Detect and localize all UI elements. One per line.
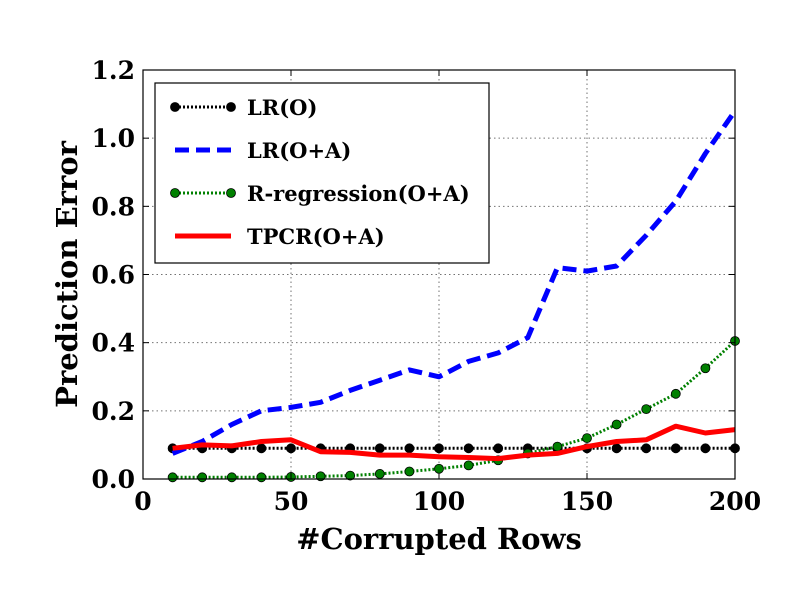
data-point-lr-o <box>463 443 474 454</box>
series-line-tpcr-o-a <box>172 423 736 462</box>
series-lr-o <box>167 443 740 454</box>
legend-label-r-regression-o-a: R-regression(O+A) <box>247 181 470 206</box>
series-lr-o-a <box>171 109 738 456</box>
legend-item-lr-o: LR(O) <box>170 95 317 120</box>
data-point-r-regression-o-a <box>345 470 356 481</box>
legend-item-lr-o-a: LR(O+A) <box>175 138 351 163</box>
data-point-lr-o <box>493 443 504 454</box>
data-point-lr-o <box>434 443 444 454</box>
series-r-regression-o-a <box>167 336 740 483</box>
series-line-lr-o-a <box>171 109 738 456</box>
data-point-r-regression-o-a <box>641 404 652 415</box>
data-point-r-regression-o-a <box>197 472 208 483</box>
y-tick-label: 0.8 <box>92 192 136 221</box>
data-point-r-regression-o-a <box>582 433 592 444</box>
legend: LR(O) LR(O+A) R-regression(O+A) TPCR(O+A) <box>154 82 490 264</box>
y-tick-label: 0.4 <box>92 329 136 358</box>
data-point-lr-o <box>611 443 622 454</box>
axis-ticks: 0 50 100 150 200 0.0 0.2 0.4 0.6 0.8 1.0 1.2 <box>92 56 762 516</box>
x-tick-label: 150 <box>561 487 613 516</box>
legend-item-r-regression-o-a: R-regression(O+A) <box>170 181 470 206</box>
legend-marker-r-regression-o-a <box>226 188 236 198</box>
legend-label-lr-o: LR(O) <box>247 95 317 120</box>
legend-label-lr-o-a: LR(O+A) <box>247 138 351 163</box>
data-point-r-regression-o-a <box>552 441 563 452</box>
y-tick-label: 0.6 <box>92 261 136 290</box>
series-line-r-regression-o-a <box>172 339 737 479</box>
data-point-r-regression-o-a <box>670 388 681 399</box>
data-point-r-regression-o-a <box>463 460 474 471</box>
x-tick-label: 100 <box>413 487 465 516</box>
data-point-r-regression-o-a <box>700 363 711 374</box>
data-point-r-regression-o-a <box>611 419 622 430</box>
y-tick-label: 0.0 <box>92 465 136 494</box>
y-tick-label: 0.2 <box>92 397 136 426</box>
x-tick-label: 50 <box>274 487 309 516</box>
x-tick-label: 200 <box>709 487 761 516</box>
data-point-lr-o <box>286 443 296 454</box>
data-point-lr-o <box>670 443 681 454</box>
data-point-r-regression-o-a <box>256 472 267 483</box>
data-point-lr-o <box>641 443 652 454</box>
x-tick-label: 0 <box>134 487 151 516</box>
y-axis-label: Prediction Error <box>50 140 84 407</box>
data-point-lr-o <box>404 443 415 454</box>
legend-marker-lr-o <box>170 102 180 112</box>
legend-label-tpcr-o-a: TPCR(O+A) <box>247 224 385 249</box>
data-point-lr-o <box>374 443 385 454</box>
legend-marker-lr-o <box>226 102 236 112</box>
data-point-r-regression-o-a <box>404 466 415 477</box>
legend-marker-r-regression-o-a <box>170 188 180 198</box>
data-point-r-regression-o-a <box>434 463 444 474</box>
legend-item-tpcr-o-a: TPCR(O+A) <box>175 224 385 249</box>
data-point-r-regression-o-a <box>167 472 178 483</box>
x-axis-label: #Corrupted Rows <box>296 522 582 556</box>
y-tick-label: 1.0 <box>92 124 136 153</box>
data-point-r-regression-o-a <box>374 468 385 479</box>
legend-box <box>154 82 490 264</box>
y-tick-label: 1.2 <box>92 56 136 85</box>
data-point-lr-o <box>256 443 267 454</box>
data-point-r-regression-o-a <box>226 472 237 483</box>
data-point-lr-o <box>700 443 711 454</box>
series-tpcr-o-a <box>172 423 736 462</box>
